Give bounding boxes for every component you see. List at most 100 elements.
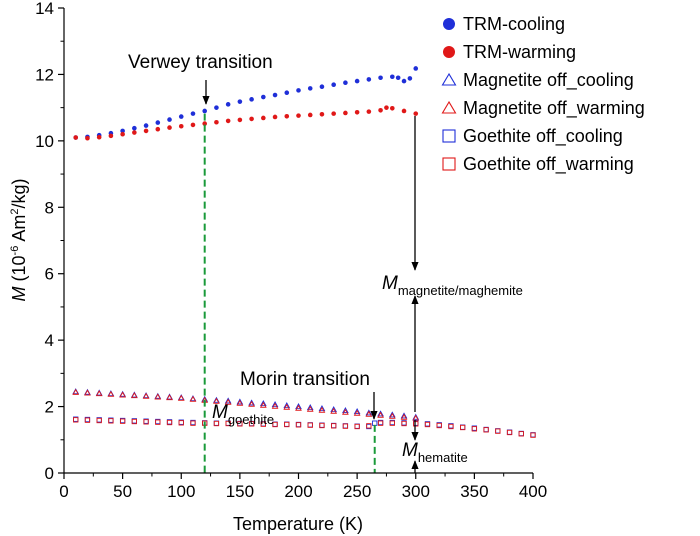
data-point	[213, 397, 220, 404]
data-point	[178, 114, 184, 119]
y-tick-label: 2	[45, 398, 54, 417]
x-tick-label: 150	[226, 482, 254, 501]
data-point	[354, 423, 360, 430]
data-point	[295, 422, 302, 428]
data-point	[96, 134, 102, 140]
y-tick-label: 10	[35, 132, 54, 151]
legend-marker	[443, 46, 455, 58]
legend: TRM-cooling TRM-warming Magnetite off_cool…	[441, 14, 645, 175]
data-point	[130, 392, 138, 399]
verwey-transition-label: Verwey transition	[128, 52, 273, 73]
data-point	[390, 106, 395, 111]
legend-item: TRM-cooling	[443, 14, 565, 34]
legend-label: Magnetite off_warming	[463, 98, 645, 119]
data-point	[119, 391, 126, 398]
legend-marker	[441, 72, 457, 86]
data-point	[401, 108, 407, 114]
data-point	[260, 421, 266, 427]
data-point	[202, 121, 207, 126]
data-point	[471, 426, 478, 432]
data-point	[272, 92, 278, 98]
data-point	[413, 421, 419, 427]
data-point	[400, 412, 408, 419]
data-point	[343, 110, 348, 116]
data-point	[495, 428, 501, 434]
legend-item: Magnetite off_cooling	[441, 70, 634, 91]
data-point	[73, 135, 79, 140]
y-axis-label-unit: Am	[9, 215, 29, 246]
series-goethite-off-warming	[73, 417, 536, 438]
data-point	[155, 120, 161, 125]
data-point	[84, 417, 91, 423]
data-point	[342, 423, 349, 429]
data-point	[225, 102, 231, 107]
data-point	[237, 99, 243, 104]
data-point	[224, 398, 232, 405]
data-point	[319, 84, 325, 90]
legend-label: TRM-warming	[463, 42, 576, 62]
data-point	[483, 427, 489, 433]
x-tick-label: 350	[460, 482, 488, 501]
data-point	[85, 135, 90, 141]
data-point	[73, 417, 79, 423]
data-point	[319, 111, 325, 117]
legend-label: Goethite off_warming	[463, 154, 634, 175]
x-tick-label: 200	[284, 482, 312, 501]
legend-label: Magnetite off_cooling	[463, 70, 634, 91]
data-point	[342, 407, 349, 414]
data-point	[237, 117, 243, 123]
data-point	[353, 409, 361, 416]
data-point	[413, 66, 419, 71]
data-point	[166, 419, 173, 426]
data-point	[272, 114, 278, 120]
data-point	[236, 399, 244, 406]
y-axis-label-symbol: M	[9, 286, 29, 301]
data-point	[412, 413, 420, 420]
data-point	[167, 125, 172, 130]
m-magnetite-label: Mmagnetite/maghemite	[382, 273, 523, 298]
m-hematite-label: Mhematite	[402, 440, 468, 465]
data-point	[167, 117, 172, 122]
data-point	[248, 400, 255, 407]
data-point	[271, 402, 279, 409]
data-point	[249, 116, 254, 122]
data-point	[424, 421, 431, 428]
m-goethite-label: Mgoethite	[212, 402, 274, 427]
data-point	[108, 418, 114, 424]
data-point	[377, 410, 384, 417]
data-point	[155, 126, 161, 132]
legend-item: TRM-warming	[443, 42, 576, 62]
legend-marker	[442, 129, 456, 143]
data-point	[224, 397, 232, 404]
data-point	[460, 424, 466, 431]
data-point	[72, 388, 80, 395]
y-axis-label-exponent: -6	[9, 246, 21, 256]
data-point	[331, 423, 337, 429]
data-point	[388, 411, 396, 418]
data-point	[366, 109, 372, 114]
axes: 0 50 100 150 200 250 300 350 400 0 2 4 6 8 10 12 14	[35, 0, 547, 501]
x-tick-label: 300	[402, 482, 430, 501]
data-point	[214, 105, 219, 110]
x-tick-label: 400	[519, 482, 547, 501]
data-point	[261, 115, 266, 121]
data-point	[413, 111, 419, 116]
data-point	[283, 403, 291, 410]
data-point	[259, 400, 267, 407]
data-point	[389, 420, 395, 426]
data-point	[307, 422, 313, 428]
data-point	[284, 90, 290, 95]
data-point	[353, 408, 361, 415]
morin-transition-label: Morin transition	[240, 369, 370, 390]
data-marks	[72, 66, 536, 438]
data-point	[365, 410, 373, 417]
data-point	[365, 409, 373, 416]
legend-marker	[442, 157, 456, 171]
series-goethite-off-cooling	[73, 416, 536, 438]
data-point	[378, 75, 383, 81]
data-point	[190, 111, 196, 116]
legend-item: Magnetite off_warming	[441, 98, 645, 119]
data-point	[395, 75, 401, 81]
data-point	[142, 392, 150, 399]
